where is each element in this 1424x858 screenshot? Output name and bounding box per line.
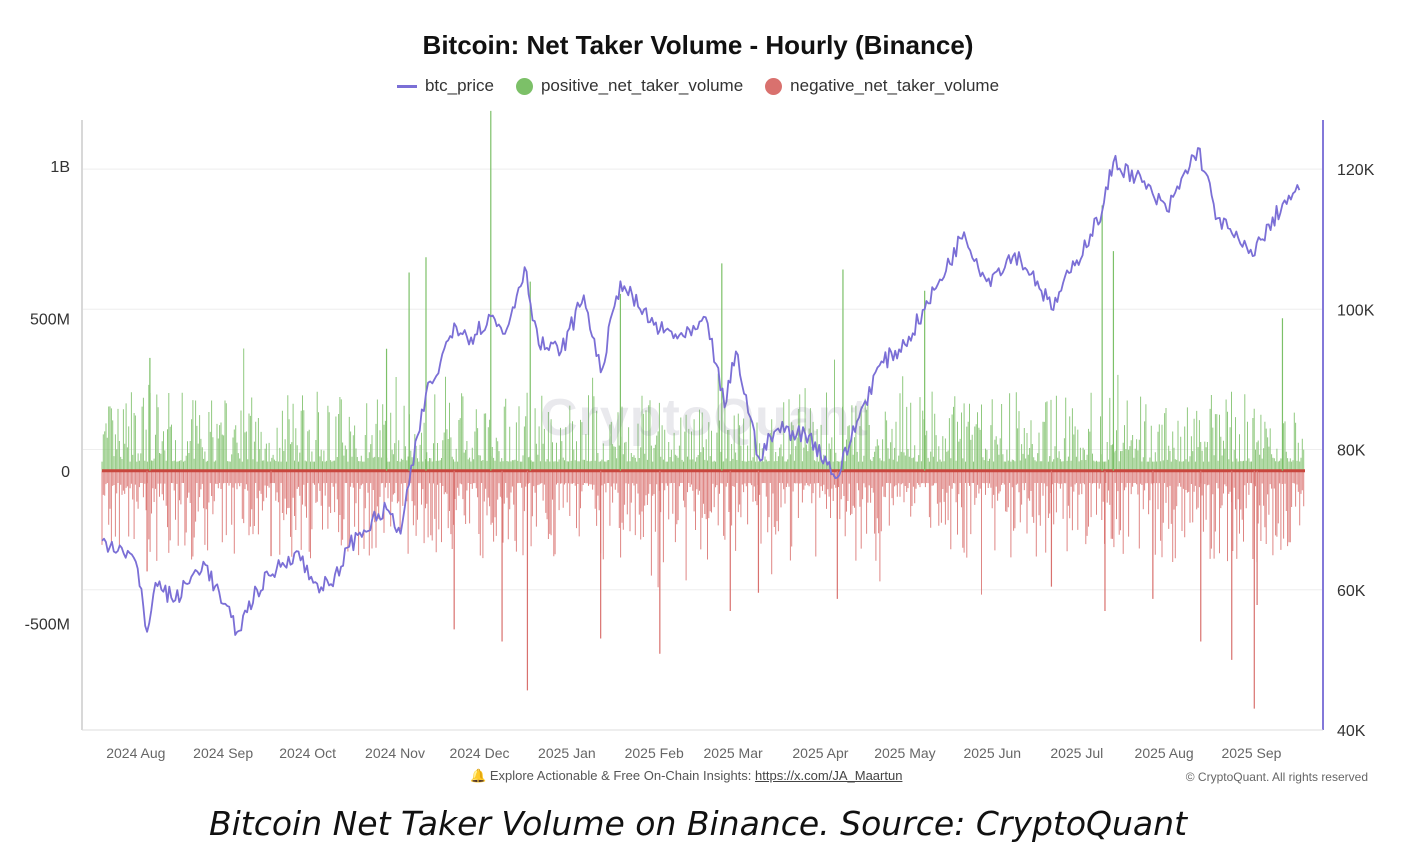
bell-icon: 🔔 [470, 768, 487, 783]
legend-dot-swatch [515, 77, 533, 95]
insight-text: Explore Actionable & Free On-Chain Insig… [489, 768, 752, 783]
y-axis-labels: 1B 500M 0 -500M 120K 100K 80K 60K 40K [25, 159, 1375, 740]
insight-footer: 🔔 Explore Actionable & Free On-Chain Ins… [470, 768, 902, 784]
y-left-tick-label: 1B [50, 159, 70, 176]
x-axis-labels: 2024 Aug 2024 Sep 2024 Oct 2024 Nov 2024 Dec… [106, 745, 1281, 761]
legend-label-positive-volume: positive_net_taker_volume [540, 76, 744, 95]
x-tick-label: 2025 Mar [704, 745, 763, 761]
legend-line-swatch [396, 84, 417, 88]
x-tick-label: 2025 Jul [1050, 745, 1103, 761]
y-left-tick-label: -500M [25, 616, 70, 633]
legend-label-negative-volume: negative_net_taker_volume [790, 76, 1000, 95]
volume-bars [101, 348, 1305, 595]
x-tick-label: 2024 Aug [106, 745, 165, 761]
x-tick-label: 2025 Feb [625, 745, 684, 761]
x-tick-label: 2025 Jan [538, 745, 596, 761]
y-right-tick-label: 100K [1337, 302, 1375, 319]
x-tick-label: 2024 Oct [279, 745, 336, 761]
insight-link[interactable]: https://x.com/JA_Maartun [755, 768, 903, 783]
btc-price-line [101, 147, 1301, 636]
y-left-tick-label: 500M [30, 311, 70, 328]
legend-dot-swatch [765, 77, 783, 95]
copyright-text: © CryptoQuant. All rights reserved [1185, 770, 1368, 784]
watermark: CryptoQuant [540, 389, 869, 447]
x-tick-label: 2025 Apr [792, 745, 848, 761]
x-tick-label: 2025 Aug [1135, 745, 1194, 761]
price-line-layer [101, 147, 1301, 636]
legend-item-btc-price[interactable]: btc_price [396, 76, 494, 96]
y-right-tick-label: 120K [1337, 162, 1375, 179]
figure-caption: Bitcoin Net Taker Volume on Binance. Sou… [208, 804, 1188, 843]
x-tick-label: 2024 Sep [193, 745, 253, 761]
chart-legend: btc_price positive_net_taker_volume nega… [0, 76, 1396, 96]
legend-label-btc-price: btc_price [424, 76, 494, 95]
legend-item-positive-volume[interactable]: positive_net_taker_volume [515, 76, 744, 96]
y-right-tick-label: 60K [1337, 583, 1366, 600]
x-tick-label: 2025 Sep [1221, 745, 1281, 761]
y-left-tick-label: 0 [61, 464, 70, 481]
x-tick-label: 2024 Dec [450, 745, 510, 761]
positive-volume-bars [101, 348, 1305, 471]
volume-spikes [146, 110, 1284, 709]
chart-title: Bitcoin: Net Taker Volume - Hourly (Bina… [422, 30, 974, 60]
axes-layer [81, 120, 1324, 731]
x-tick-label: 2025 May [874, 745, 935, 761]
x-tick-label: 2024 Nov [365, 745, 425, 761]
y-right-tick-label: 40K [1337, 723, 1366, 740]
y-right-tick-label: 80K [1337, 443, 1366, 460]
negative-volume-bars [101, 470, 1305, 595]
legend-item-negative-volume[interactable]: negative_net_taker_volume [765, 76, 999, 96]
x-tick-label: 2025 Jun [963, 745, 1021, 761]
